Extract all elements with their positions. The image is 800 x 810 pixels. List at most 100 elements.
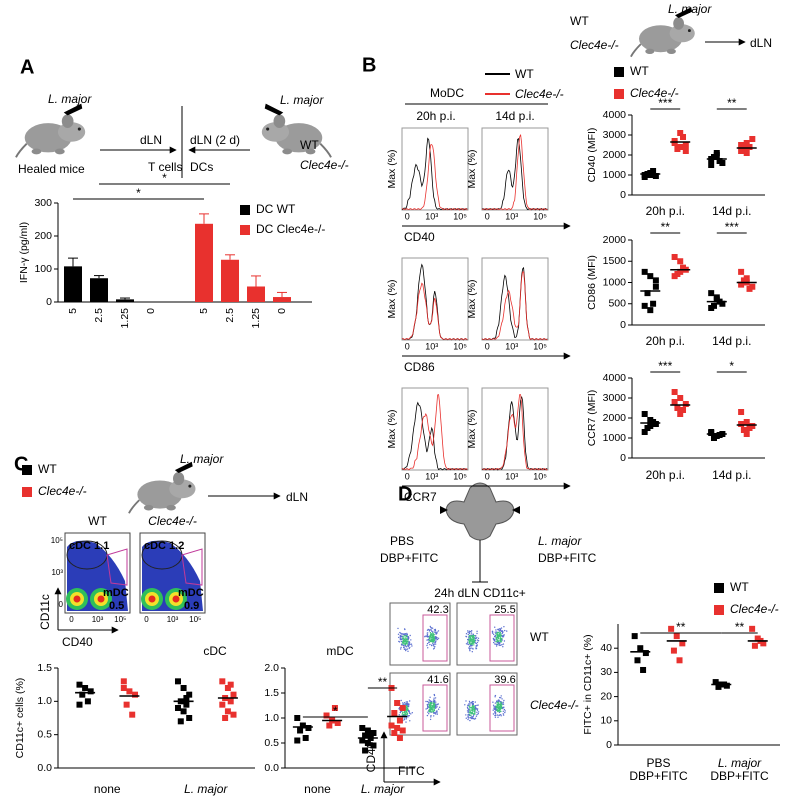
flow-event — [407, 703, 409, 705]
flow-event — [468, 636, 470, 638]
gate-value: 42.3 — [427, 604, 448, 616]
chart-title: cDC — [203, 644, 227, 658]
significance-label: ** — [676, 620, 686, 634]
legend-swatch — [714, 583, 724, 593]
flow-event — [467, 639, 469, 641]
data-point — [364, 740, 371, 746]
flow-event — [406, 642, 408, 644]
x-tick-label: DBP+FITC — [629, 769, 688, 783]
data-point — [679, 640, 686, 647]
data-point — [710, 435, 717, 441]
flow-event — [476, 704, 478, 707]
flow-event — [495, 641, 497, 643]
y-tick-label: 1000 — [603, 432, 627, 444]
y-axis-label: FITC+ in CD11c+ (%) — [582, 634, 594, 734]
flow-event — [430, 716, 432, 718]
flow-event — [495, 631, 498, 633]
data-point — [647, 273, 654, 280]
flow-event — [476, 636, 478, 639]
treatment-label: DBP+FITC — [380, 551, 439, 565]
flow-event — [472, 705, 475, 708]
flow-event — [470, 701, 473, 704]
flow-event — [428, 711, 430, 713]
flow-event — [494, 702, 497, 704]
flow-event — [494, 694, 497, 697]
data-point — [331, 705, 338, 711]
flow-event — [498, 644, 500, 646]
significance-label: ** — [378, 675, 388, 689]
flow-event — [502, 636, 505, 638]
flow-event — [403, 640, 405, 642]
flow-event — [402, 703, 404, 706]
flow-event — [496, 709, 499, 711]
flow-event — [431, 704, 433, 707]
histogram-tick-label: 10⁵ — [533, 211, 547, 221]
histogram-curve — [401, 282, 468, 341]
treatment-label: L. major — [538, 534, 582, 548]
histogram-curve — [401, 137, 468, 211]
histogram-y-label: Max (%) — [466, 279, 478, 318]
flow-event — [494, 716, 497, 718]
data-point — [391, 730, 398, 736]
data-point — [129, 711, 136, 718]
flow-event — [437, 703, 439, 706]
data-point — [743, 275, 750, 282]
data-point — [183, 701, 190, 708]
flow-event — [427, 647, 429, 649]
flow-event — [426, 644, 428, 647]
data-point — [680, 134, 687, 140]
flow-event — [493, 641, 495, 644]
flow-event — [492, 637, 495, 640]
flow-event — [474, 642, 477, 644]
timepoint-label: 20h p.i. — [416, 109, 455, 123]
flow-event — [470, 714, 472, 716]
flow-event — [501, 639, 503, 641]
flow-event — [501, 698, 503, 700]
histogram-y-label: Max (%) — [386, 149, 398, 188]
data-point — [670, 647, 677, 654]
gate-value: 25.5 — [494, 604, 515, 616]
treatment-label: PBS — [390, 534, 414, 548]
flow-event — [493, 633, 495, 636]
flow-event — [504, 629, 506, 632]
flow-event — [406, 713, 408, 716]
flow-event — [474, 705, 477, 707]
y-tick-label: 1.5 — [37, 662, 52, 674]
x-tick-label: 2.5 — [93, 308, 105, 323]
flow-event — [501, 644, 503, 646]
data-point — [359, 725, 366, 731]
cell-label: MoDC — [430, 86, 464, 100]
flow-label: dLN — [286, 490, 308, 504]
mouse-icon — [128, 460, 197, 515]
y-tick-label: 20 — [600, 690, 612, 702]
flow-event — [430, 638, 432, 640]
flow-event — [502, 701, 504, 703]
data-point — [650, 419, 657, 425]
flow-event — [398, 714, 400, 716]
axis-marker: FITC — [398, 764, 425, 778]
x-tick-label: 20h p.i. — [646, 204, 685, 218]
flow-event — [501, 702, 503, 704]
flow-event — [470, 630, 473, 632]
flow-event — [402, 641, 404, 643]
flow-event — [474, 717, 477, 719]
flow-event — [494, 643, 496, 645]
data-point — [177, 718, 184, 725]
flow-event — [430, 634, 432, 636]
flow-event — [472, 635, 475, 637]
flow-event — [425, 700, 427, 703]
flow-event — [496, 714, 499, 716]
data-point — [180, 685, 187, 691]
flow-event — [404, 643, 406, 646]
data-point — [647, 307, 654, 314]
flow-event — [426, 714, 429, 717]
flow-frame — [389, 602, 451, 666]
flow-event — [402, 644, 404, 646]
chart-title: mDC — [326, 644, 354, 658]
y-axis-label: CD86 (MFI) — [586, 255, 598, 310]
flow-event — [428, 641, 430, 643]
flow-event — [502, 714, 505, 716]
y-tick-label: 2000 — [603, 412, 627, 424]
flow-event — [464, 704, 466, 706]
data-point — [305, 725, 312, 731]
